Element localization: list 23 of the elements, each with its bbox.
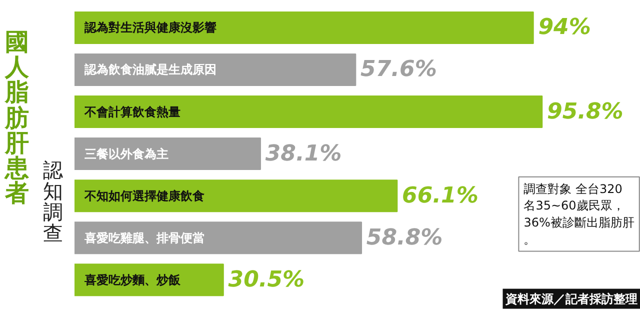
- y-tick-label: 認為對生活與健康沒影響: [83, 20, 216, 35]
- data-label: 95.8%: [547, 99, 624, 124]
- y-tick-label: 不會計算飲食熱量: [83, 104, 180, 119]
- y-tick-label: 認為飲食油膩是生成原因: [83, 62, 216, 77]
- text: 認知調查: [43, 158, 64, 245]
- y-tick-label: 喜愛吃炒麵、炒飯: [83, 272, 182, 287]
- data-label: 94%: [538, 15, 591, 40]
- bar: [74, 11, 534, 44]
- bar: [74, 138, 261, 170]
- annotation: 資料來源／記者採訪整理: [504, 292, 638, 306]
- bar: [74, 180, 398, 212]
- data-label: 66.1%: [402, 183, 478, 208]
- annotation: 調查對象 全台320名35~60歲民眾，36%被診斷出脂肪肝。: [524, 182, 634, 246]
- bar: [74, 222, 362, 254]
- data-label: 57.6%: [360, 57, 437, 82]
- text: 國人脂肪肝患者: [5, 28, 30, 208]
- y-tick-label: 三餐以外食為主: [84, 146, 168, 161]
- data-label: 30.5%: [228, 267, 305, 292]
- data-label: 58.8%: [366, 225, 443, 250]
- bar: [74, 96, 543, 128]
- y-tick-label: 不知如何選擇健康飲食: [83, 188, 204, 203]
- y-tick-label: 喜愛吃雞腿、排骨便當: [83, 230, 204, 245]
- data-label: 38.1%: [265, 141, 342, 166]
